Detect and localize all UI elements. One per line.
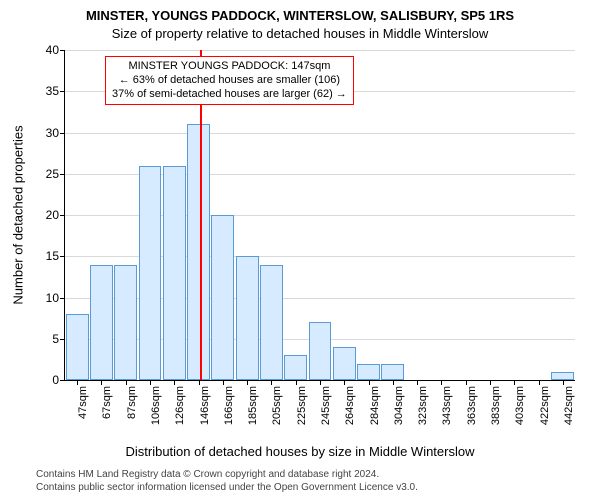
x-tick-mark [514, 380, 515, 385]
chart-container: MINSTER, YOUNGS PADDOCK, WINTERSLOW, SAL… [0, 0, 600, 500]
histogram-bar [211, 215, 234, 380]
chart-title-line2: Size of property relative to detached ho… [0, 26, 600, 41]
x-tick-mark [296, 380, 297, 385]
y-tick-mark [60, 256, 65, 257]
histogram-bar [284, 355, 307, 380]
attribution-line1: Contains HM Land Registry data © Crown c… [36, 469, 418, 482]
x-tick-label: 106sqm [150, 386, 162, 425]
gridline [65, 133, 575, 134]
y-tick-label: 30 [46, 126, 59, 140]
x-tick-mark [320, 380, 321, 385]
x-tick-mark [174, 380, 175, 385]
x-tick-label: 67sqm [101, 386, 113, 419]
y-tick-mark [60, 215, 65, 216]
histogram-bar [333, 347, 356, 380]
annotation-line2: ← 63% of detached houses are smaller (10… [112, 74, 347, 88]
y-tick-mark [60, 50, 65, 51]
y-tick-label: 25 [46, 167, 59, 181]
x-tick-label: 323sqm [417, 386, 429, 425]
x-tick-label: 205sqm [271, 386, 283, 425]
x-tick-label: 185sqm [247, 386, 259, 425]
attribution-text: Contains HM Land Registry data © Crown c… [36, 469, 418, 494]
y-tick-label: 20 [46, 208, 59, 222]
histogram-bar [163, 166, 186, 381]
x-tick-label: 166sqm [223, 386, 235, 425]
histogram-bar [187, 124, 210, 380]
y-tick-label: 35 [46, 84, 59, 98]
histogram-bar [236, 256, 259, 380]
x-tick-label: 47sqm [77, 386, 89, 419]
y-tick-mark [60, 298, 65, 299]
x-tick-mark [150, 380, 151, 385]
histogram-bar [66, 314, 89, 380]
histogram-bar [260, 265, 283, 381]
x-tick-mark [101, 380, 102, 385]
x-tick-label: 87sqm [126, 386, 138, 419]
x-tick-mark [247, 380, 248, 385]
histogram-bar [551, 372, 574, 380]
y-axis-label: Number of detached properties [11, 125, 26, 304]
chart-title-line1: MINSTER, YOUNGS PADDOCK, WINTERSLOW, SAL… [0, 8, 600, 23]
x-tick-mark [344, 380, 345, 385]
y-tick-label: 15 [46, 249, 59, 263]
x-tick-label: 383sqm [490, 386, 502, 425]
x-tick-mark [271, 380, 272, 385]
y-tick-mark [60, 91, 65, 92]
x-tick-label: 146sqm [199, 386, 211, 425]
histogram-bar [357, 364, 380, 381]
histogram-bar [139, 166, 162, 381]
y-tick-label: 10 [46, 291, 59, 305]
x-tick-label: 363sqm [466, 386, 478, 425]
y-tick-mark [60, 380, 65, 381]
x-tick-mark [539, 380, 540, 385]
x-tick-label: 126sqm [174, 386, 186, 425]
x-tick-mark [126, 380, 127, 385]
x-tick-label: 304sqm [393, 386, 405, 425]
y-tick-label: 0 [52, 373, 59, 387]
annotation-box: MINSTER YOUNGS PADDOCK: 147sqm ← 63% of … [105, 56, 354, 105]
y-tick-mark [60, 133, 65, 134]
x-tick-mark [77, 380, 78, 385]
histogram-bar [114, 265, 137, 381]
x-tick-mark [441, 380, 442, 385]
y-tick-mark [60, 174, 65, 175]
histogram-bar [90, 265, 113, 381]
x-tick-label: 264sqm [344, 386, 356, 425]
x-tick-label: 225sqm [296, 386, 308, 425]
x-tick-mark [369, 380, 370, 385]
x-tick-label: 403sqm [514, 386, 526, 425]
annotation-line3: 37% of semi-detached houses are larger (… [112, 88, 347, 102]
x-tick-mark [563, 380, 564, 385]
attribution-line2: Contains public sector information licen… [36, 482, 418, 495]
gridline [65, 50, 575, 51]
y-tick-label: 5 [52, 332, 59, 346]
histogram-bar [309, 322, 332, 380]
x-tick-mark [199, 380, 200, 385]
annotation-line1: MINSTER YOUNGS PADDOCK: 147sqm [112, 60, 347, 74]
x-tick-mark [417, 380, 418, 385]
x-tick-label: 284sqm [369, 386, 381, 425]
y-tick-label: 40 [46, 43, 59, 57]
x-tick-label: 245sqm [320, 386, 332, 425]
x-tick-mark [490, 380, 491, 385]
y-tick-mark [60, 339, 65, 340]
x-tick-mark [223, 380, 224, 385]
histogram-bar [381, 364, 404, 381]
x-tick-mark [393, 380, 394, 385]
plot-area: 051015202530354047sqm67sqm87sqm106sqm126… [64, 50, 575, 381]
x-tick-label: 442sqm [563, 386, 575, 425]
x-tick-mark [466, 380, 467, 385]
x-axis-label: Distribution of detached houses by size … [0, 444, 600, 459]
x-tick-label: 422sqm [539, 386, 551, 425]
x-tick-label: 343sqm [441, 386, 453, 425]
